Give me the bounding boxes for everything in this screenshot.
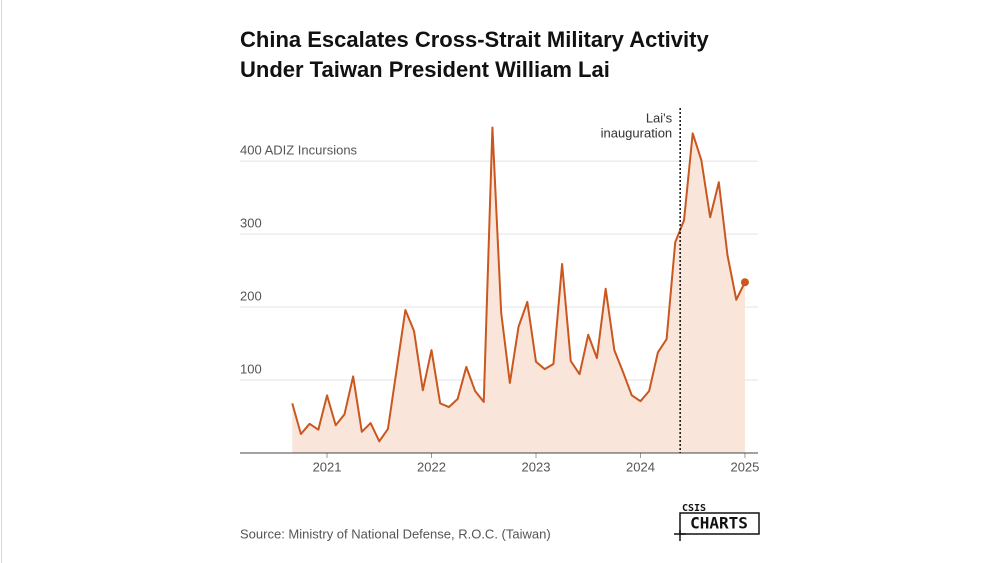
logo: CSIS CHARTS bbox=[674, 503, 760, 541]
x-tick-label: 2022 bbox=[417, 459, 446, 474]
chart-title: Under Taiwan President William Lai bbox=[240, 57, 610, 82]
y-tick-label: 300 bbox=[240, 216, 262, 231]
end-marker bbox=[740, 278, 749, 287]
annotation-text: Lai's bbox=[646, 110, 673, 125]
y-tick-label: 200 bbox=[240, 288, 262, 303]
logo-text: CSIS bbox=[682, 503, 706, 514]
chart-title: China Escalates Cross-Strait Military Ac… bbox=[240, 27, 709, 52]
x-tick-label: 2024 bbox=[626, 459, 655, 474]
logo-box bbox=[679, 512, 760, 535]
x-tick-label: 2021 bbox=[313, 459, 342, 474]
source-note: Source: Ministry of National Defense, R.… bbox=[240, 526, 551, 541]
line bbox=[291, 126, 746, 443]
x-tick-label: 2023 bbox=[522, 459, 551, 474]
y-tick-label: 400 ADIZ Incursions bbox=[240, 143, 358, 158]
x-tick-label: 2025 bbox=[730, 459, 759, 474]
area bbox=[292, 127, 745, 453]
y-tick-label: 100 bbox=[240, 361, 262, 376]
logo-text: CHARTS bbox=[690, 514, 748, 533]
annotation-text: inauguration bbox=[601, 125, 673, 140]
